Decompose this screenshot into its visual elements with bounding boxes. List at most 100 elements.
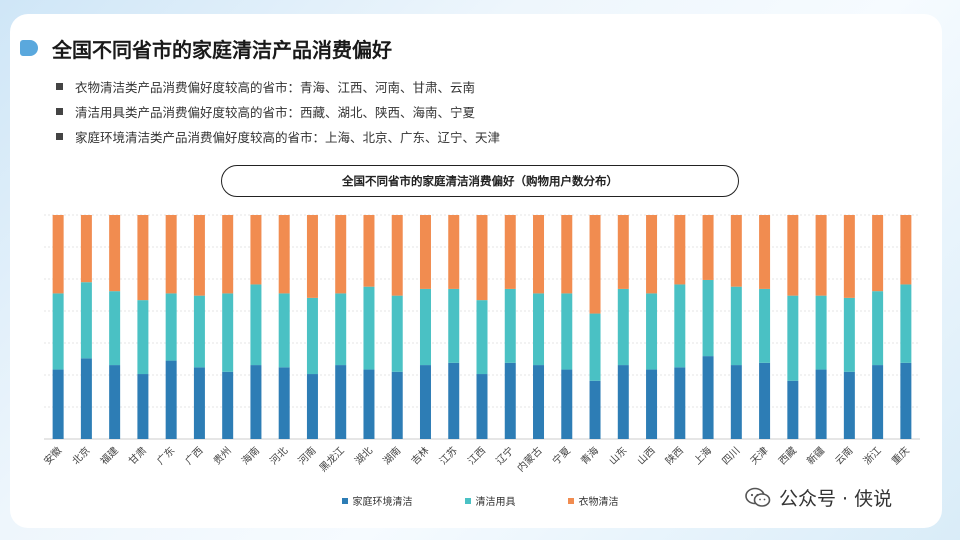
bar-segment-env <box>137 374 149 439</box>
bar-segment-env <box>872 365 884 439</box>
bar-segment-env <box>730 365 742 439</box>
bar-segment-cloth <box>702 215 714 280</box>
bar-segment-env <box>391 371 403 439</box>
bullet-text: 清洁用具类产品消费偏好度较高的省市：西藏、湖北、陕西、海南、宁夏 <box>75 105 476 120</box>
bar-segment-cloth <box>476 215 488 301</box>
bar-segment-env <box>504 362 516 439</box>
bar-segment-tool <box>787 295 799 381</box>
bar-segment-tool <box>617 288 629 366</box>
x-tick-label: 宁夏 <box>550 444 573 467</box>
x-tick-label: 重庆 <box>889 444 912 467</box>
x-tick-label: 湖南 <box>380 444 403 467</box>
bar-segment-tool <box>193 295 205 368</box>
bar-segment-env <box>250 365 262 439</box>
bar-segment-cloth <box>363 215 375 287</box>
bar-segment-cloth <box>589 215 601 314</box>
x-tick-label: 江苏 <box>437 444 460 467</box>
x-tick-label: 陕西 <box>663 444 686 467</box>
x-tick-label: 天津 <box>748 445 771 468</box>
x-tick-label: 青海 <box>578 444 601 467</box>
x-tick-label: 福建 <box>97 444 120 467</box>
bar-segment-cloth <box>109 215 121 292</box>
bar-segment-env <box>193 367 205 439</box>
x-tick-label: 河北 <box>268 445 291 468</box>
x-tick-label: 上海 <box>691 444 714 467</box>
x-tick-label: 广东 <box>154 444 177 467</box>
bullet-square-icon <box>56 108 63 115</box>
bar-segment-cloth <box>193 215 205 296</box>
watermark: 公众号 · 侠说 <box>745 484 892 511</box>
bar-segment-env <box>80 358 92 439</box>
bar-segment-env <box>787 380 799 439</box>
bar-segment-tool <box>476 300 488 375</box>
legend-label: 衣物清洁 <box>578 497 619 508</box>
bullet-list: 衣物清洁类产品消费偏好度较高的省市：青海、江西、河南、甘肃、云南 清洁用具类产品… <box>56 74 500 149</box>
bar-segment-tool <box>843 297 855 372</box>
bullet-item: 衣物清洁类产品消费偏好度较高的省市：青海、江西、河南、甘肃、云南 <box>56 74 500 99</box>
slide-card <box>10 14 942 528</box>
bar-segment-tool <box>278 293 290 368</box>
bar-segment-tool <box>222 293 234 372</box>
x-tick-label: 北京 <box>69 444 92 467</box>
legend-item-tool: 清洁用具 <box>464 493 516 508</box>
bar-segment-tool <box>80 282 92 359</box>
bar-segment-env <box>589 380 601 439</box>
bar-segment-env <box>533 365 545 439</box>
wechat-icon <box>745 487 771 507</box>
bar-segment-tool <box>250 284 262 366</box>
x-tick-label: 新疆 <box>804 444 827 467</box>
x-tick-label: 山东 <box>606 444 629 467</box>
bar-segment-tool <box>504 288 516 363</box>
bar-segment-env <box>843 371 855 439</box>
bar-segment-cloth <box>52 215 64 294</box>
bar-segment-env <box>646 369 658 439</box>
bar-segment-cloth <box>165 215 177 294</box>
bar-segment-cloth <box>843 215 855 298</box>
x-tick-label: 西藏 <box>776 445 799 468</box>
x-tick-label: 甘肃 <box>126 444 149 467</box>
x-tick-label: 黑龙江 <box>316 444 346 474</box>
bar-segment-cloth <box>759 215 771 289</box>
bar-segment-cloth <box>504 215 516 289</box>
bar-segment-env <box>109 365 121 439</box>
x-tick-label: 湖北 <box>352 445 375 468</box>
bar-segment-env <box>561 369 573 439</box>
bar-segment-tool <box>674 284 686 368</box>
bullet-text: 家庭环境清洁类产品消费偏好度较高的省市：上海、北京、广东、辽宁、天津 <box>75 130 501 145</box>
bar-segment-tool <box>137 300 149 375</box>
bar-segment-env <box>674 367 686 439</box>
x-tick-label: 浙江 <box>861 445 884 468</box>
x-tick-label: 海南 <box>239 444 262 467</box>
x-tick-label: 广西 <box>183 445 206 468</box>
bar-segment-tool <box>730 286 742 366</box>
bar-segment-cloth <box>448 215 460 289</box>
bar-segment-env <box>335 365 347 439</box>
bar-segment-tool <box>306 297 318 375</box>
bar-segment-tool <box>52 293 64 370</box>
chart-title: 全国不同省市的家庭清洁消费偏好（购物用户数分布） <box>221 165 739 197</box>
legend-swatch <box>567 497 574 504</box>
bar-segment-cloth <box>80 215 92 283</box>
bar-segment-env <box>306 374 318 439</box>
bar-segment-tool <box>759 288 771 363</box>
title-accent-shape <box>20 40 38 56</box>
bullet-square-icon <box>56 83 63 90</box>
legend-label: 家庭环境清洁 <box>352 497 413 508</box>
bar-segment-cloth <box>137 215 149 301</box>
bar-segment-cloth <box>222 215 234 294</box>
x-tick-label: 山西 <box>635 445 658 468</box>
bar-segment-cloth <box>730 215 742 287</box>
bar-segment-tool <box>109 291 121 366</box>
bar-segment-tool <box>335 293 347 366</box>
bar-segment-cloth <box>787 215 799 296</box>
bar-segment-cloth <box>646 215 658 294</box>
legend-item-env: 家庭环境清洁 <box>341 493 413 508</box>
bar-segment-tool <box>589 313 601 381</box>
legend-swatch <box>464 497 471 504</box>
bar-segment-tool <box>533 293 545 366</box>
bar-segment-cloth <box>617 215 629 289</box>
page-title: 全国不同省市的家庭清洁产品消费偏好 <box>52 38 392 62</box>
x-tick-label: 河南 <box>295 444 318 467</box>
chart-legend: 家庭环境清洁 清洁用具 衣物清洁 <box>0 493 960 508</box>
